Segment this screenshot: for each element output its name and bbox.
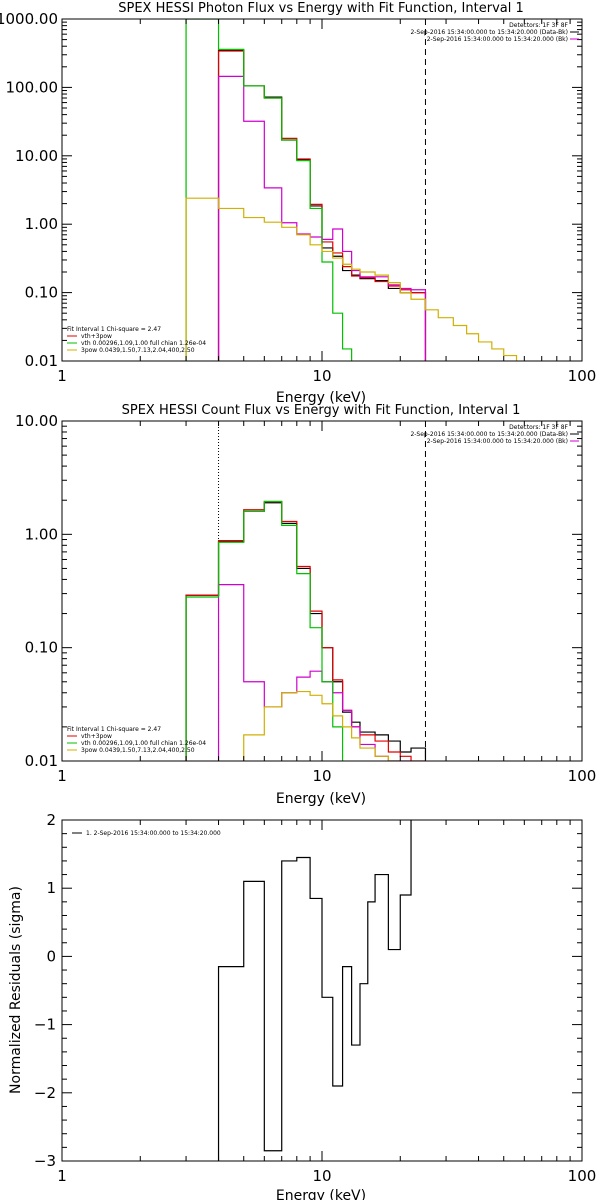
count-flux-series-3 — [185, 500, 344, 761]
count-flux-series-4 — [243, 690, 401, 761]
photon-flux-plot-area — [185, 19, 518, 361]
photon-flux-y-tick-label: 1.00 — [25, 215, 58, 233]
count-flux-y-tick-label: 0.01 — [25, 752, 58, 770]
photon-flux-y-tick-label: 10.00 — [15, 147, 58, 165]
photon-flux-x-tick-label: 10 — [312, 367, 331, 385]
photon-flux-y-tick-label: 0.01 — [25, 352, 58, 370]
count-flux-header-line: 2-Sep-2016 15:34:00.000 to 15:34:20.000 … — [427, 438, 568, 445]
count-flux-x-axis-label: Energy (keV) — [276, 791, 366, 807]
photon-flux-x-tick-label: 1 — [57, 367, 67, 385]
count-flux-x-tick-label: 100 — [568, 767, 597, 785]
residuals-x-axis-label: Energy (keV) — [276, 1188, 366, 1200]
photon-flux-x-tick-label: 100 — [568, 367, 597, 385]
residuals-x-tick-label: 10 — [312, 1167, 331, 1185]
photon-flux-panel: SPEX HESSI Photon Flux vs Energy with Fi… — [118, 1, 524, 406]
count-flux-legend-entry: vth+3pow — [81, 733, 112, 740]
photon-flux-x-axis-label: Energy (keV) — [276, 390, 366, 406]
count-flux-series-1 — [185, 500, 427, 761]
photon-flux-legend-title: Fit Interval 1 Chi-square = 2.47 — [67, 326, 161, 333]
residuals-y-tick-label: −1 — [34, 1016, 56, 1034]
count-flux-title: SPEX HESSI Count Flux vs Energy with Fit… — [122, 403, 521, 418]
residuals-x-tick-label: 1 — [57, 1167, 67, 1185]
residuals-y-tick-label: −2 — [34, 1084, 56, 1102]
count-flux-plot: 1 10 100 0.01 0.10 1.00 10.00 Detectors: 1F 3F … — [15, 412, 596, 785]
count-flux-y-tick-label: 0.10 — [25, 639, 58, 657]
photon-flux-header-line: 2-Sep-2016 15:34:00.000 to 15:34:20.000 … — [410, 29, 568, 36]
residuals-x-tick-label: 100 — [568, 1167, 597, 1185]
count-flux-plot-area — [185, 421, 427, 761]
residuals-y-tick-label: 2 — [46, 811, 56, 829]
count-flux-frame — [61, 420, 583, 762]
photon-flux-header-line: 2-Sep-2016 15:34:00.000 to 15:34:20.000 … — [427, 36, 568, 43]
count-flux-x-tick-label: 10 — [312, 767, 331, 785]
residuals-y-axis-label: Normalized Residuals (sigma) — [8, 886, 24, 1094]
residuals-y-tick-label: −3 — [34, 1152, 56, 1170]
photon-flux-title: SPEX HESSI Photon Flux vs Energy with Fi… — [118, 1, 524, 16]
residuals-plot: 1 10 100 −3 −2 −1 0 1 2 1. 2-Sep-2016 15:34:00.00… — [34, 811, 596, 1185]
photon-flux-series-3 — [185, 19, 353, 361]
count-flux-legend-entry: 3pow 0.0439,1.50,7.13,2.04,400,2.50 — [81, 747, 195, 754]
photon-flux-series-4 — [185, 197, 518, 361]
photon-flux-header-line: Detectors: 1F 3F 8F — [509, 22, 568, 29]
residuals-panel: Energy (keV) Normalized Residuals (sigma… — [8, 886, 366, 1200]
count-flux-header-line: Detectors: 1F 3F 8F — [509, 424, 568, 431]
residuals-y-tick-label: 1 — [46, 879, 56, 897]
photon-flux-y-tick-label: 100.00 — [6, 78, 59, 96]
photon-flux-frame — [61, 18, 583, 362]
photon-flux-y-tick-label: 1000.00 — [0, 10, 58, 28]
photon-flux-legend-entry: vth+3pow — [81, 333, 112, 340]
count-flux-panel: SPEX HESSI Count Flux vs Energy with Fit… — [122, 403, 521, 807]
count-flux-legend-entry: vth 0.00296,1.09,1.00 full chian 1.26e-0… — [81, 740, 206, 747]
residuals-y-tick-label: 0 — [46, 947, 56, 965]
photon-flux-y-tick-label: 0.10 — [25, 284, 58, 302]
count-flux-y-tick-label: 1.00 — [25, 525, 58, 543]
count-flux-header-line: 2-Sep-2016 15:34:00.000 to 15:34:20.000 … — [410, 431, 568, 438]
photon-flux-plot: 1 10 100 0.01 0.10 1.00 10.00 100.00 1000.00 Dete… — [0, 10, 596, 385]
residuals-series-0 — [217, 820, 412, 1161]
count-flux-y-tick-label: 10.00 — [15, 412, 58, 430]
photon-flux-legend-entry: 3pow 0.0439,1.50,7.13,2.04,400,2.50 — [81, 347, 195, 354]
count-flux-legend-title: Fit Interval 1 Chi-square = 2.47 — [67, 726, 161, 733]
residuals-legend-entry: 1. 2-Sep-2016 15:34:00.000 to 15:34:20.0… — [86, 830, 221, 837]
count-flux-x-tick-label: 1 — [57, 767, 67, 785]
residuals-plot-area — [217, 820, 412, 1161]
photon-flux-legend-entry: vth 0.00296,1.09,1.00 full chian 1.26e-0… — [81, 340, 206, 347]
